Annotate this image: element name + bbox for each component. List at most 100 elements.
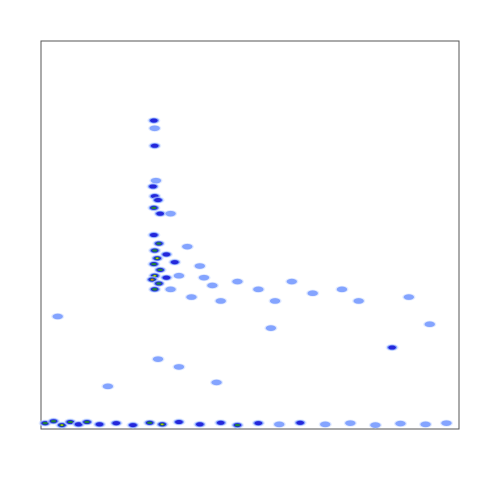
density-contour <box>84 420 90 424</box>
density-cell <box>193 420 207 428</box>
density-cell <box>148 124 162 132</box>
density-cell <box>80 418 94 426</box>
density-contour <box>149 184 157 189</box>
density-contour <box>154 198 162 203</box>
density-cell <box>146 182 160 191</box>
density-contour <box>42 421 48 425</box>
density-contour <box>151 206 157 210</box>
density-contour <box>165 286 176 293</box>
density-cell <box>172 418 186 426</box>
density-cell <box>148 246 162 255</box>
density-contour <box>186 294 197 300</box>
density-cell <box>368 421 382 429</box>
density-cell <box>402 293 416 301</box>
density-cell <box>143 419 157 427</box>
density-contour <box>95 422 104 427</box>
density-contour <box>50 419 57 423</box>
density-contour <box>211 379 222 386</box>
density-contour <box>307 290 318 297</box>
density-cell <box>293 419 307 427</box>
density-cell <box>93 420 107 428</box>
heatmap-marks <box>38 116 453 429</box>
density-contour <box>170 260 179 265</box>
density-cell <box>172 363 186 371</box>
density-contour <box>160 423 164 426</box>
density-contour <box>215 298 226 304</box>
density-cell <box>152 239 166 248</box>
density-contour <box>296 420 305 425</box>
density-cell <box>159 250 173 258</box>
density-cell <box>101 382 115 390</box>
density-cell <box>148 272 162 280</box>
density-contour <box>195 422 204 427</box>
density-contour <box>150 177 162 184</box>
density-contour <box>232 278 243 285</box>
density-contour <box>198 274 210 281</box>
density-cell <box>419 420 433 428</box>
density-cell <box>147 116 161 125</box>
density-contour <box>162 252 171 257</box>
density-contour <box>253 286 264 293</box>
density-cell <box>168 258 182 266</box>
density-contour <box>147 421 153 425</box>
density-contour <box>173 272 185 279</box>
density-cell <box>272 420 286 428</box>
density-cell <box>180 243 194 251</box>
density-contour <box>52 313 63 320</box>
density-contour <box>173 364 185 370</box>
density-contour <box>403 294 415 300</box>
density-cell <box>147 204 161 212</box>
density-cell <box>251 285 265 293</box>
density-contour <box>112 421 121 426</box>
density-contour <box>441 420 452 426</box>
density-contour <box>156 242 162 245</box>
density-cell <box>151 196 165 204</box>
density-contour <box>207 282 218 289</box>
density-contour <box>152 249 158 252</box>
density-cell <box>153 210 167 218</box>
density-contour <box>420 421 431 428</box>
density-cell <box>109 419 123 427</box>
density-cell <box>51 312 65 321</box>
density-contour <box>269 298 281 304</box>
density-contour <box>60 424 64 427</box>
density-contour <box>395 420 406 427</box>
density-cell <box>148 285 162 293</box>
density-contour <box>156 282 162 285</box>
density-contour <box>388 345 397 350</box>
density-contour <box>254 421 263 426</box>
density-cell <box>318 420 332 428</box>
density-cell <box>184 293 198 301</box>
density-contour <box>162 275 171 280</box>
density-contour <box>320 421 331 428</box>
density-contour <box>194 263 206 269</box>
density-cell <box>147 231 161 239</box>
density-cell <box>423 320 437 328</box>
density-cell <box>214 297 228 305</box>
density-cell <box>230 421 244 429</box>
density-contour <box>345 420 356 426</box>
density-contour <box>424 321 435 328</box>
density-contour <box>175 419 183 425</box>
density-cell <box>393 419 407 428</box>
density-contour <box>67 420 73 424</box>
density-contour <box>149 125 160 132</box>
density-cell <box>152 279 166 288</box>
density-cell <box>151 355 165 363</box>
density-cell <box>155 420 169 428</box>
density-cell <box>335 285 349 293</box>
density-contour <box>234 423 241 427</box>
density-cell <box>149 177 163 185</box>
density-contour <box>155 257 159 260</box>
density-contour <box>152 356 164 362</box>
density-cell <box>306 289 320 297</box>
density-cell <box>230 277 244 286</box>
plot-frame <box>40 40 460 430</box>
density-cell <box>264 324 278 332</box>
density-cell <box>150 254 164 262</box>
density-contour <box>165 210 176 217</box>
density-cell <box>210 378 224 387</box>
density-contour <box>150 278 154 281</box>
density-contour <box>265 325 277 331</box>
